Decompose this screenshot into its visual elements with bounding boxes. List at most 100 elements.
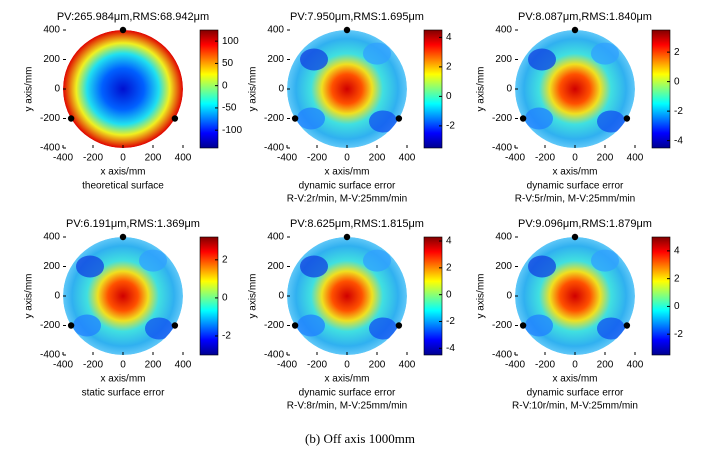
support-point: [291, 322, 299, 329]
colorbar-tick-label: 0: [674, 76, 680, 87]
x-axis-label: x axis/mm: [101, 167, 146, 178]
surface-map: [515, 237, 635, 355]
colorbar: [423, 29, 443, 149]
panel-title: PV:9.096μm,RMS:1.879μm: [518, 218, 652, 230]
x-tick-label: 400: [399, 360, 416, 371]
support-point: [119, 26, 127, 34]
x-tick-label: 0: [120, 360, 126, 371]
x-tick-label: 400: [627, 360, 644, 371]
colorbar-tick-label: 2: [674, 47, 680, 58]
support-point: [395, 322, 403, 329]
y-tick-label: 0: [278, 291, 284, 302]
colorbar-tick-label: -100: [222, 125, 242, 136]
colorbar-tick-label: 2: [446, 62, 452, 73]
support-point: [171, 322, 179, 329]
y-tick-label: 400: [43, 232, 60, 243]
y-tick-label: 200: [267, 54, 284, 65]
panel-title: PV:8.625μm,RMS:1.815μm: [290, 218, 424, 230]
figure-caption: (b) Off axis 1000mm: [305, 431, 415, 446]
panel-caption: dynamic surface error: [527, 181, 624, 192]
surface-map: [63, 30, 183, 148]
colorbar-tick-label: 50: [222, 58, 234, 69]
surface-blob: [528, 48, 556, 71]
support-point: [67, 322, 75, 329]
y-axis-label: y axis/mm: [476, 67, 487, 112]
surface-blob: [300, 48, 328, 71]
y-tick-label: -400: [492, 143, 512, 154]
panel-caption: dynamic surface error: [527, 388, 624, 399]
y-axis-label: y axis/mm: [248, 274, 259, 319]
panel-caption: static surface error: [82, 388, 165, 399]
x-tick-label: 400: [175, 153, 192, 164]
x-axis-label: x axis/mm: [553, 374, 598, 385]
y-tick-label: -400: [264, 143, 284, 154]
x-tick-label: -400: [53, 360, 73, 371]
colorbar-tick-label: -4: [674, 135, 683, 146]
x-tick-label: 0: [344, 360, 350, 371]
x-tick-label: 200: [145, 153, 162, 164]
y-tick-label: 400: [495, 25, 512, 36]
support-point: [519, 322, 527, 329]
x-tick-label: 200: [597, 360, 614, 371]
surface-blob: [139, 249, 167, 272]
support-point: [343, 26, 351, 34]
surface-map: [63, 237, 183, 355]
y-axis-label: y axis/mm: [24, 67, 35, 112]
surface-blob: [76, 255, 104, 278]
panel-caption: theoretical surface: [82, 181, 164, 192]
y-tick-label: 200: [495, 54, 512, 65]
x-tick-label: -200: [535, 153, 555, 164]
colorbar-tick-label: 4: [446, 32, 452, 43]
colorbar: [651, 29, 671, 149]
y-tick-label: -400: [40, 143, 60, 154]
surface-map: [287, 237, 407, 355]
y-tick-label: 200: [43, 54, 60, 65]
y-tick-label: 200: [267, 261, 284, 272]
y-tick-label: 400: [495, 232, 512, 243]
support-point: [171, 115, 179, 122]
x-tick-label: -200: [535, 360, 555, 371]
panel-caption: R-V:2r/min, M-V:25mm/min: [287, 194, 407, 205]
surface-field: [63, 30, 183, 148]
x-tick-label: 200: [369, 153, 386, 164]
surface-blob: [525, 107, 553, 130]
x-tick-label: 0: [344, 153, 350, 164]
x-axis-label: x axis/mm: [553, 167, 598, 178]
x-axis-label: x axis/mm: [325, 374, 370, 385]
panel-caption: R-V:10r/min, M-V:25mm/min: [512, 401, 638, 412]
panel-caption: dynamic surface error: [299, 181, 396, 192]
colorbar-tick-label: -2: [446, 316, 455, 327]
x-tick-label: 0: [572, 153, 578, 164]
support-point: [623, 115, 631, 122]
y-tick-label: -400: [492, 350, 512, 361]
support-point: [291, 115, 299, 122]
support-point: [395, 115, 403, 122]
y-tick-label: -200: [264, 113, 284, 124]
y-tick-label: -400: [40, 350, 60, 361]
surface-blob: [528, 255, 556, 278]
support-point: [343, 233, 351, 241]
colorbar-tick-label: 2: [222, 254, 228, 265]
y-tick-label: -200: [40, 113, 60, 124]
y-tick-label: 200: [495, 261, 512, 272]
y-tick-label: 0: [54, 84, 60, 95]
surface-blob: [369, 110, 397, 133]
surface-blob: [591, 249, 619, 272]
colorbar-tick-label: 0: [674, 301, 680, 312]
y-tick-label: 0: [54, 291, 60, 302]
colorbar-tick-label: 4: [674, 246, 680, 257]
x-tick-label: -200: [83, 153, 103, 164]
panel-caption: R-V:8r/min, M-V:25mm/min: [287, 401, 407, 412]
x-tick-label: 200: [369, 360, 386, 371]
panel-caption: R-V:5r/min, M-V:25mm/min: [515, 194, 635, 205]
surface-blob: [363, 42, 391, 65]
colorbar-tick-label: 2: [446, 262, 452, 273]
x-tick-label: -400: [277, 360, 297, 371]
x-tick-label: -200: [307, 360, 327, 371]
colorbar-tick-label: 0: [446, 289, 452, 300]
surface-map: [287, 30, 407, 148]
colorbar-tick-label: -2: [446, 121, 455, 132]
y-axis-label: y axis/mm: [24, 274, 35, 319]
colorbar: [199, 236, 219, 356]
